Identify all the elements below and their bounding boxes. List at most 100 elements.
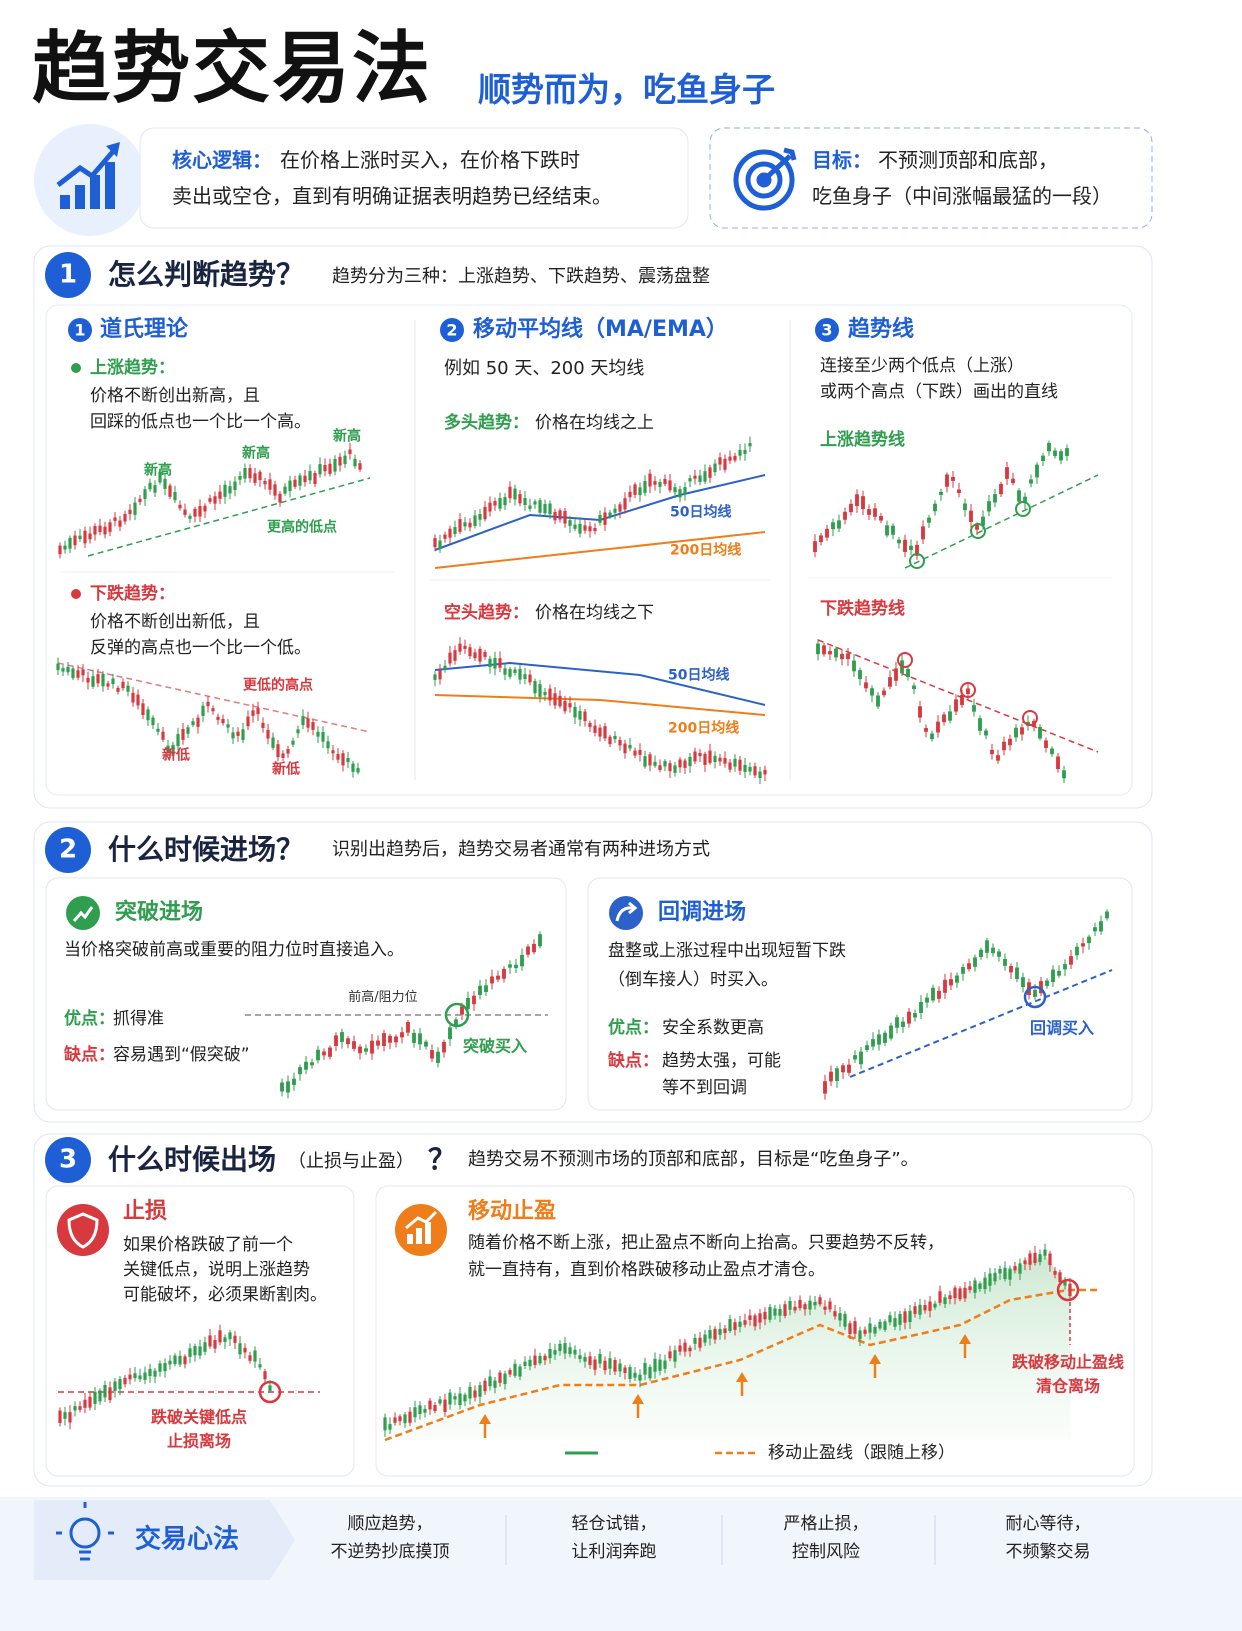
- candle: [143, 489, 147, 500]
- text: 止损: [123, 1198, 168, 1224]
- text: （倒车接人）时买入。: [608, 969, 778, 990]
- text: 顺势而为，吃鱼身子: [478, 70, 775, 110]
- line: [434, 694, 766, 716]
- candle: [168, 485, 172, 497]
- candle: [603, 512, 607, 525]
- candle: [972, 705, 976, 712]
- candle: [793, 1306, 797, 1311]
- text: 交易心法: [135, 1524, 240, 1555]
- text: 控制风险: [792, 1541, 860, 1562]
- candle: [1021, 977, 1025, 988]
- candle: [918, 706, 922, 718]
- candle: [713, 463, 717, 473]
- candle: [91, 676, 95, 687]
- candle: [143, 1372, 147, 1380]
- candle: [933, 503, 937, 512]
- candle: [153, 1370, 157, 1377]
- candle: [438, 1399, 442, 1404]
- candle: [961, 966, 965, 974]
- candle: [346, 757, 350, 763]
- candle: [613, 508, 617, 513]
- text: 吃鱼身子（中间涨幅最猛的一段）: [812, 184, 1112, 208]
- card: [587, 877, 1133, 1111]
- candle: [568, 1347, 572, 1355]
- candle: [1015, 967, 1019, 980]
- candle: [643, 1362, 647, 1375]
- candle: [433, 538, 437, 548]
- candle: [871, 1039, 875, 1047]
- candle: [1051, 969, 1055, 982]
- candle: [1013, 1265, 1017, 1271]
- candle: [443, 534, 447, 539]
- candle: [979, 949, 983, 958]
- candle: [863, 1329, 867, 1334]
- text: 或两个高点（下跌）画出的直线: [820, 381, 1058, 402]
- candle: [493, 657, 497, 669]
- marker-ring: [258, 1380, 282, 1404]
- candle: [583, 1356, 587, 1362]
- candle: [618, 739, 622, 746]
- candle: [568, 703, 572, 708]
- candle: [1039, 981, 1043, 994]
- candle: [835, 1068, 839, 1082]
- candle: [463, 1394, 467, 1402]
- marker-ring: [1015, 501, 1031, 517]
- candle: [453, 1396, 457, 1400]
- candle: [63, 545, 67, 550]
- candle: [915, 544, 919, 556]
- candle: [918, 1304, 922, 1315]
- candle: [328, 1047, 332, 1057]
- number-badge: [815, 318, 839, 342]
- icon: [609, 896, 643, 930]
- candle: [136, 694, 140, 706]
- candle: [1069, 956, 1073, 965]
- text: 移动止盈线（跟随上移）: [768, 1442, 955, 1463]
- text: 3: [58, 1144, 78, 1175]
- candle: [211, 708, 215, 712]
- candle: [178, 504, 182, 509]
- candle: [333, 458, 337, 472]
- candle: [528, 674, 532, 683]
- candle: [963, 503, 967, 511]
- candle: [478, 648, 482, 662]
- candle: [193, 508, 197, 517]
- marker-ring: [897, 652, 913, 668]
- candle: [293, 479, 297, 487]
- candle: [123, 513, 127, 522]
- candle: [1003, 958, 1007, 966]
- text: 缺点：: [608, 1050, 659, 1071]
- text: 更低的高点: [243, 677, 313, 694]
- candle: [891, 525, 895, 535]
- candle: [901, 1021, 905, 1027]
- line: [434, 661, 766, 706]
- candle: [1018, 1263, 1022, 1274]
- candle: [408, 1411, 412, 1423]
- candle: [1062, 770, 1066, 779]
- candle: [503, 1373, 507, 1385]
- candle: [353, 458, 357, 467]
- candle: [698, 475, 702, 482]
- candle: [146, 709, 150, 721]
- candle: [733, 758, 737, 767]
- candle: [73, 1406, 77, 1411]
- candle: [526, 946, 530, 955]
- candle: [108, 1387, 112, 1401]
- candle: [101, 673, 105, 687]
- candle: [1057, 970, 1061, 976]
- candle: [1058, 1272, 1062, 1283]
- candle: [96, 674, 100, 684]
- candle: [156, 728, 160, 732]
- candle: [683, 760, 687, 768]
- icon: [615, 901, 638, 922]
- candle: [358, 463, 362, 470]
- text: 新高: [144, 462, 172, 479]
- number-badge: [45, 827, 91, 873]
- text: 轻仓试错，: [571, 1513, 657, 1534]
- candle: [783, 1304, 787, 1316]
- candle: [718, 457, 722, 465]
- candle: [603, 726, 607, 739]
- candle: [949, 979, 953, 986]
- candle: [898, 1313, 902, 1325]
- candle: [1009, 966, 1013, 973]
- candle: [858, 1330, 862, 1340]
